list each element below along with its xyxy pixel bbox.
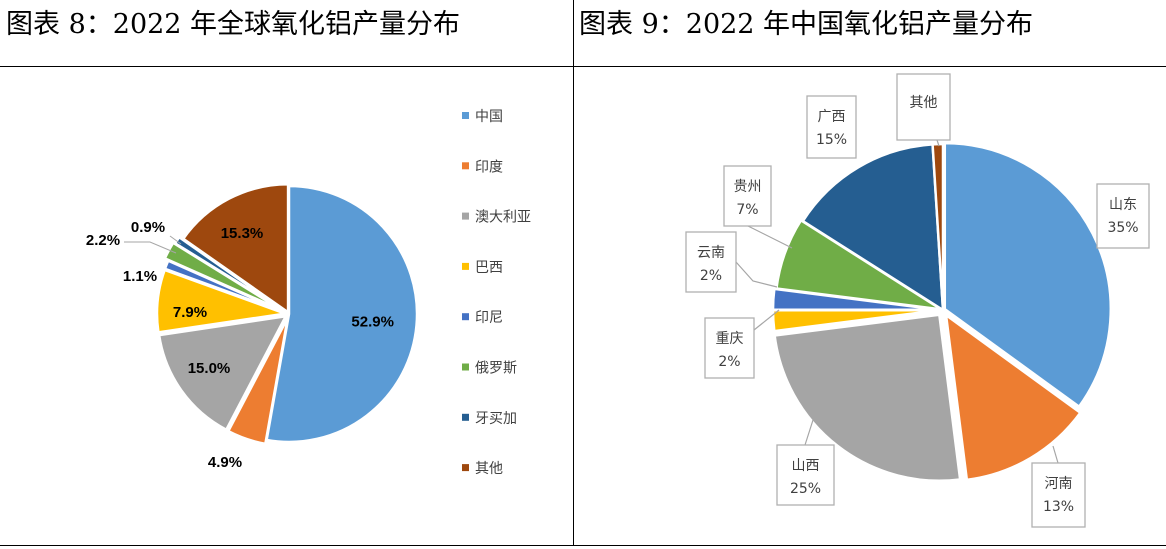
legend-item-俄罗斯: 俄罗斯 xyxy=(475,361,517,377)
leader-line-山西 xyxy=(804,419,814,446)
bottom-border xyxy=(0,545,1166,546)
callout-box-广西 xyxy=(806,95,857,159)
chart-panel-right: 图表 9：2022 年中国氧化铝产量分布 山东 35% 河南 13% 山西 25% 重庆 2%… xyxy=(573,0,1166,546)
pie-slice-山西 xyxy=(773,313,962,482)
pie-slice-印度 xyxy=(226,317,289,446)
pie-slice-俄罗斯 xyxy=(163,241,283,312)
pie-slice-中国 xyxy=(265,184,419,444)
legend-item-澳大利亚: 澳大利亚 xyxy=(475,210,531,226)
pie-slice-山东 xyxy=(943,141,1113,409)
data-label-其他: 15.3% xyxy=(221,225,264,242)
category-label-云南: 云南 xyxy=(697,245,725,261)
legend-swatch-牙买加 xyxy=(462,413,469,421)
leader-line-牙买加 xyxy=(169,235,182,245)
data-label-河南: 13% xyxy=(1043,499,1074,515)
data-label-俄罗斯: 2.2% xyxy=(86,232,120,249)
legend-swatch-中国 xyxy=(462,112,469,119)
data-label-中国: 52.9% xyxy=(351,313,394,330)
category-label-其他: 其他 xyxy=(910,95,938,111)
chart-title-right: 图表 9：2022 年中国氧化铝产量分布 xyxy=(579,9,1034,40)
category-label-贵州: 贵州 xyxy=(734,179,762,195)
pie-slice-澳大利亚 xyxy=(157,314,288,432)
data-label-巴西: 7.9% xyxy=(173,304,207,321)
category-label-广西: 广西 xyxy=(818,109,846,125)
pie-slice-其他 xyxy=(181,182,290,315)
data-label-云南: 2% xyxy=(700,268,722,284)
leader-line-其他 xyxy=(936,139,940,147)
chart-title-left: 图表 8：2022 年全球氧化铝产量分布 xyxy=(6,9,461,40)
data-label-牙买加: 0.9% xyxy=(131,219,165,236)
category-label-山东: 山东 xyxy=(1109,197,1137,213)
leader-line-河南 xyxy=(1052,445,1059,464)
legend-item-印度: 印度 xyxy=(475,159,503,175)
category-label-重庆: 重庆 xyxy=(716,331,744,347)
panel-divider xyxy=(573,0,574,546)
legend-swatch-澳大利亚 xyxy=(462,212,469,220)
leader-line-俄罗斯 xyxy=(124,241,177,254)
category-label-山西: 山西 xyxy=(792,458,820,474)
data-label-印度: 4.9% xyxy=(208,454,242,471)
leader-line-重庆 xyxy=(753,309,780,331)
legend-swatch-俄罗斯 xyxy=(462,363,469,371)
callout-box-贵州 xyxy=(723,165,772,227)
pie-slice-贵州 xyxy=(775,218,942,311)
pie-slice-广西 xyxy=(801,143,945,313)
legend-item-中国: 中国 xyxy=(475,109,503,125)
data-label-澳大利亚: 15.0% xyxy=(188,360,231,377)
pie-chart-china: 山东 35% 河南 13% 山西 25% 重庆 2% 云南 2% 贵州 7% 广西 15% 其他 xyxy=(685,73,1150,528)
legend-item-其他: 其他 xyxy=(475,461,503,477)
legend-item-巴西: 巴西 xyxy=(475,260,503,276)
pie-chart-global: 52.9% 4.9% 15.0% 7.9% 1.1% 2.2% 0.9% 15.3% 中国印度澳… xyxy=(86,109,531,477)
legend-item-印尼: 印尼 xyxy=(475,310,503,326)
leader-line-云南 xyxy=(735,261,778,288)
data-label-山东: 35% xyxy=(1107,220,1138,236)
callout-box-其他 xyxy=(896,73,951,141)
callout-box-山西 xyxy=(776,444,835,506)
leader-line-贵州 xyxy=(747,225,793,249)
callout-box-河南 xyxy=(1031,462,1086,528)
callout-box-云南 xyxy=(685,231,737,293)
header-divider xyxy=(0,66,1166,67)
callout-box-山东 xyxy=(1096,183,1150,249)
data-label-贵州: 7% xyxy=(736,202,758,218)
data-label-山西: 25% xyxy=(790,481,821,497)
data-label-印尼: 1.1% xyxy=(123,268,157,285)
legend-swatch-印度 xyxy=(462,162,469,170)
pie-slice-牙买加 xyxy=(173,235,285,312)
legend-swatch-其他 xyxy=(462,464,469,472)
legend-swatch-印尼 xyxy=(462,313,469,321)
legend-swatch-巴西 xyxy=(462,262,469,270)
category-label-河南: 河南 xyxy=(1045,476,1073,492)
chart-panel-left: 图表 8：2022 年全球氧化铝产量分布 52.9% 4.9% 15.0% 7.9% 1… xyxy=(0,0,573,546)
legend-item-牙买加: 牙买加 xyxy=(475,411,517,427)
data-label-广西: 15% xyxy=(816,132,847,148)
callout-box-重庆 xyxy=(704,317,755,379)
pie-slice-河南 xyxy=(944,312,1083,482)
data-label-重庆: 2% xyxy=(718,354,740,370)
